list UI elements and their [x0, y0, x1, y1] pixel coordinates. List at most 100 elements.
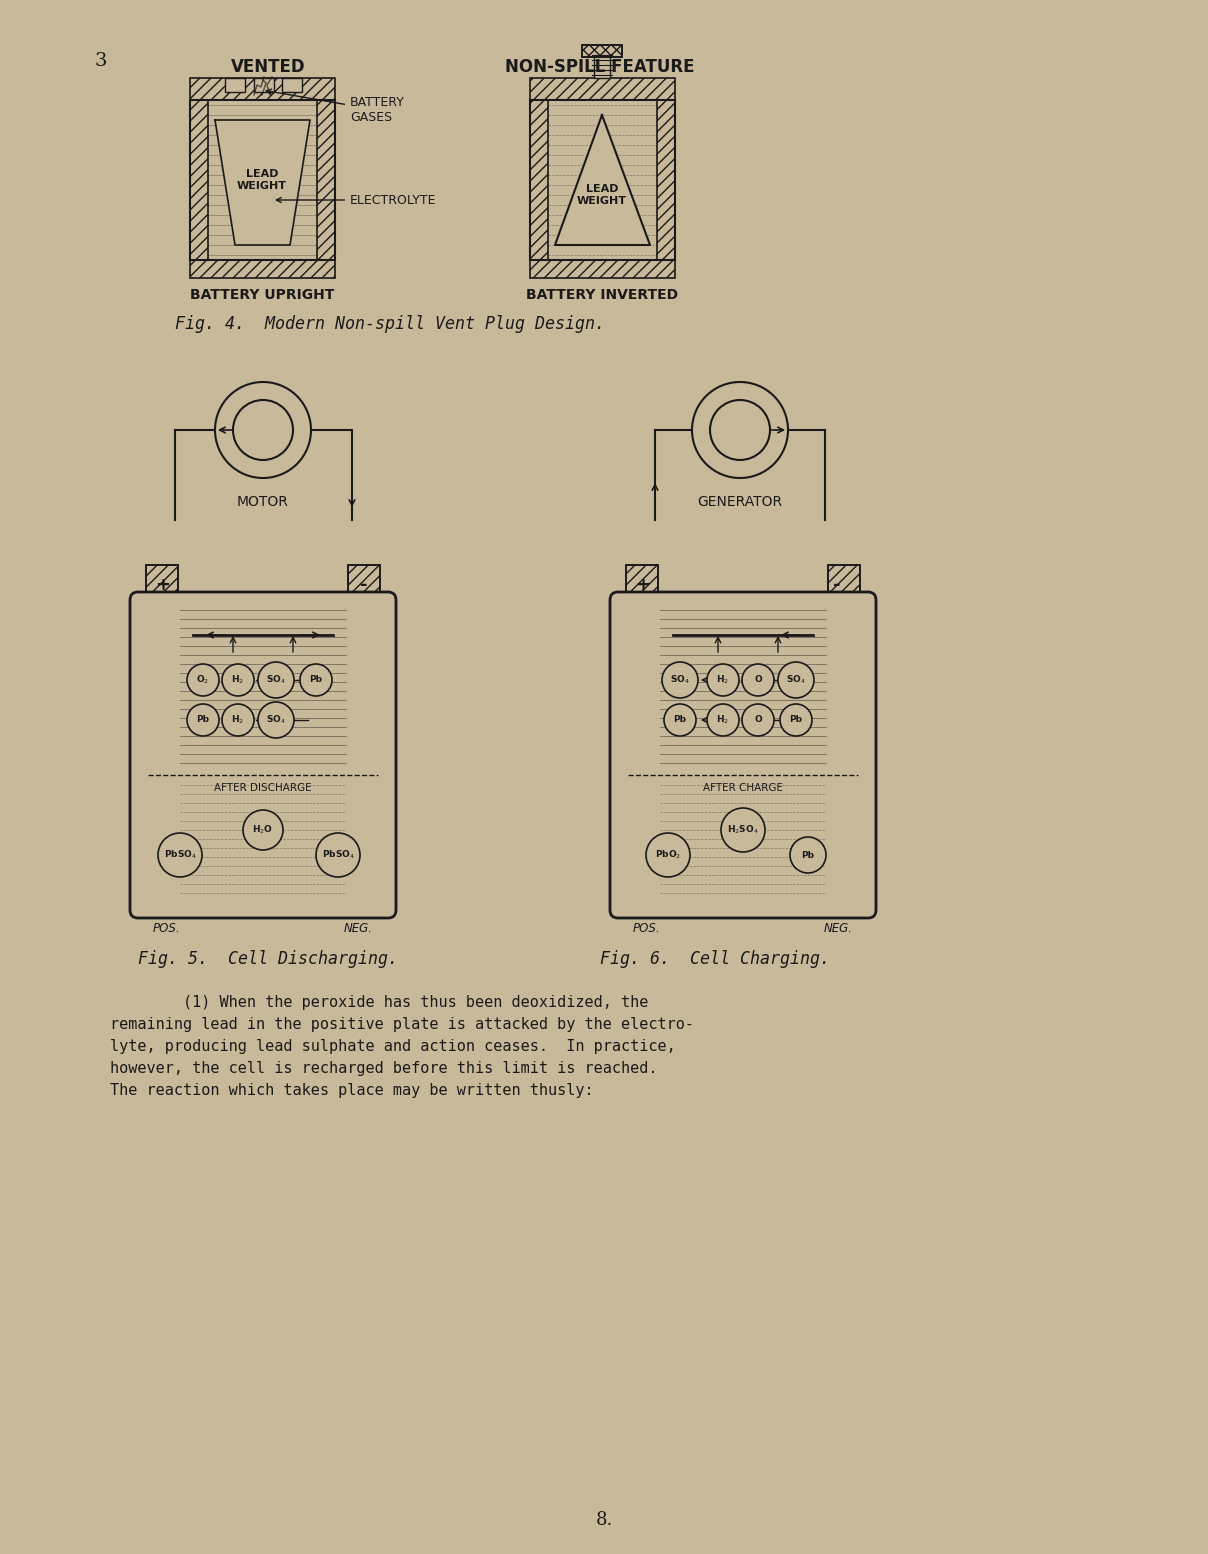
- Bar: [190, 99, 208, 260]
- Bar: [190, 99, 335, 260]
- Text: Pb: Pb: [674, 715, 686, 724]
- Text: MOTOR: MOTOR: [237, 496, 289, 510]
- Polygon shape: [554, 115, 650, 246]
- Text: Fig. 5.  Cell Discharging.: Fig. 5. Cell Discharging.: [138, 949, 397, 968]
- Circle shape: [664, 704, 696, 737]
- Text: SO$_4$: SO$_4$: [266, 713, 286, 726]
- Text: PbSO$_4$: PbSO$_4$: [163, 848, 197, 861]
- Circle shape: [259, 702, 294, 738]
- Text: H$_2$SO$_4$: H$_2$SO$_4$: [727, 824, 759, 836]
- Text: H$_2$: H$_2$: [232, 674, 244, 687]
- Text: Fig. 4.  Modern Non-spill Vent Plug Design.: Fig. 4. Modern Non-spill Vent Plug Desig…: [175, 315, 605, 333]
- Circle shape: [692, 382, 788, 479]
- Text: AFTER DISCHARGE: AFTER DISCHARGE: [214, 783, 312, 793]
- Text: NEG.: NEG.: [344, 922, 373, 936]
- Text: ELECTROLYTE: ELECTROLYTE: [277, 194, 436, 207]
- Circle shape: [187, 704, 219, 737]
- Bar: [225, 78, 245, 92]
- FancyBboxPatch shape: [130, 592, 396, 918]
- Bar: [254, 78, 274, 92]
- Bar: [316, 99, 335, 260]
- Text: 8.: 8.: [596, 1510, 612, 1529]
- Text: NON-SPILL FEATURE: NON-SPILL FEATURE: [505, 57, 695, 76]
- Bar: [827, 566, 860, 600]
- Bar: [827, 605, 860, 900]
- Text: SO$_4$: SO$_4$: [266, 674, 286, 687]
- Bar: [146, 605, 178, 900]
- Bar: [348, 566, 381, 600]
- Bar: [530, 78, 675, 99]
- Text: Pb: Pb: [309, 676, 323, 684]
- Circle shape: [778, 662, 814, 698]
- Bar: [594, 54, 610, 78]
- Circle shape: [662, 662, 698, 698]
- Bar: [626, 605, 658, 900]
- Text: POS.: POS.: [153, 922, 181, 936]
- Bar: [190, 260, 335, 278]
- Circle shape: [222, 704, 254, 737]
- Text: remaining lead in the positive plate is attacked by the electro-: remaining lead in the positive plate is …: [110, 1016, 695, 1032]
- FancyBboxPatch shape: [610, 592, 876, 918]
- Text: AFTER CHARGE: AFTER CHARGE: [703, 783, 783, 793]
- Bar: [582, 45, 622, 57]
- Bar: [657, 99, 675, 260]
- Bar: [530, 260, 675, 278]
- Circle shape: [316, 833, 360, 876]
- Text: PbSO$_4$: PbSO$_4$: [321, 848, 354, 861]
- Text: POS.: POS.: [633, 922, 661, 936]
- Text: -: -: [360, 577, 367, 594]
- Text: H$_2$: H$_2$: [716, 674, 730, 687]
- Bar: [146, 605, 178, 900]
- Bar: [582, 45, 622, 57]
- Text: +: +: [156, 577, 170, 594]
- Text: H$_2$: H$_2$: [716, 713, 730, 726]
- Text: H$_2$O: H$_2$O: [252, 824, 273, 836]
- Text: BATTERY
GASES: BATTERY GASES: [266, 89, 405, 124]
- Circle shape: [790, 838, 826, 873]
- Text: Fig. 6.  Cell Charging.: Fig. 6. Cell Charging.: [600, 949, 830, 968]
- Bar: [281, 78, 302, 92]
- Bar: [348, 605, 381, 900]
- Bar: [626, 566, 658, 600]
- Circle shape: [710, 399, 769, 460]
- Text: SO$_4$: SO$_4$: [786, 674, 806, 687]
- Bar: [146, 566, 178, 600]
- Bar: [626, 566, 658, 600]
- Bar: [190, 78, 335, 99]
- Text: O$_2$: O$_2$: [197, 674, 209, 687]
- Circle shape: [646, 833, 690, 876]
- Text: lyte, producing lead sulphate and action ceases.  In practice,: lyte, producing lead sulphate and action…: [110, 1040, 675, 1054]
- Text: LEAD
WEIGHT: LEAD WEIGHT: [237, 169, 288, 191]
- Bar: [348, 566, 381, 600]
- Text: NEG.: NEG.: [824, 922, 853, 936]
- Bar: [827, 605, 860, 900]
- Text: VENTED: VENTED: [231, 57, 306, 76]
- Text: SO$_4$: SO$_4$: [670, 674, 690, 687]
- Circle shape: [187, 664, 219, 696]
- Circle shape: [780, 704, 812, 737]
- Text: 3: 3: [95, 51, 108, 70]
- Text: BATTERY INVERTED: BATTERY INVERTED: [525, 287, 678, 301]
- Circle shape: [222, 664, 254, 696]
- Text: -: -: [834, 577, 841, 594]
- Circle shape: [707, 664, 739, 696]
- Bar: [827, 566, 860, 600]
- Bar: [626, 605, 658, 900]
- Text: O: O: [754, 676, 762, 684]
- Text: however, the cell is recharged before this limit is reached.: however, the cell is recharged before th…: [110, 1061, 657, 1075]
- Circle shape: [243, 810, 283, 850]
- Circle shape: [300, 664, 332, 696]
- Bar: [530, 99, 548, 260]
- Text: GENERATOR: GENERATOR: [697, 496, 783, 510]
- Bar: [146, 566, 178, 600]
- Text: Pb: Pb: [801, 850, 814, 859]
- Text: (1) When the peroxide has thus been deoxidized, the: (1) When the peroxide has thus been deox…: [110, 995, 649, 1010]
- Text: The reaction which takes place may be written thusly:: The reaction which takes place may be wr…: [110, 1083, 593, 1099]
- Text: Pb: Pb: [197, 715, 209, 724]
- Bar: [530, 99, 675, 260]
- Circle shape: [259, 662, 294, 698]
- Text: +: +: [635, 577, 650, 594]
- Circle shape: [742, 664, 774, 696]
- Circle shape: [233, 399, 294, 460]
- Circle shape: [721, 808, 765, 852]
